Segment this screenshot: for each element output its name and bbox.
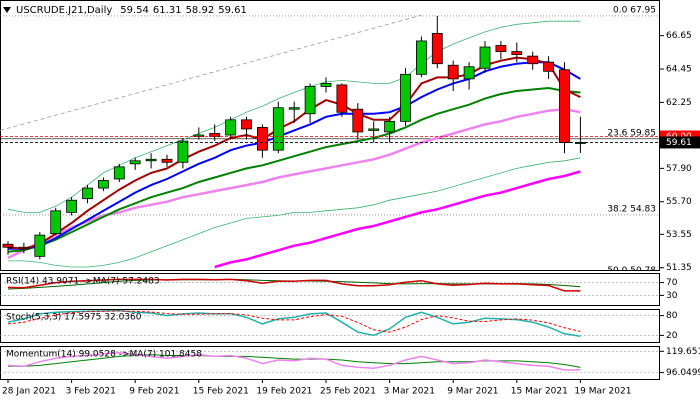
candle-body [352,108,364,133]
stoch-plot [0,309,660,337]
candle-body [543,61,554,72]
candle-body [320,83,332,87]
y-tick-label: 20 [666,331,678,341]
fib-label: 38.2 54.83 [607,204,656,214]
candle-body [368,128,380,131]
x-tick-label: 3 Feb 2021 [66,387,116,397]
series-line [8,157,581,268]
main-plot: 0.0 67.95 23.6 59.85 38.2 54.83 50.0 50.78 [0,5,660,276]
open: 59.54 [120,5,149,16]
x-tick-label: 9 Mar 2021 [447,387,498,397]
candle-body [82,187,93,200]
candle-body [177,140,189,163]
y-tick-label: 80 [666,311,678,321]
rsi-frame [0,273,660,306]
symbol: USCRUDE.J21,Daily [16,5,112,16]
candle-body [288,107,300,110]
y-tick-label: 119.651 [666,347,700,357]
series-line [7,278,581,292]
close: 59.61 [218,5,247,16]
header: USCRUDE.J21,Daily 59.54 61.31 58.92 59.61 [16,5,247,16]
series-line [7,86,581,253]
candle-body [2,243,14,248]
candle-body [495,45,507,52]
trendline [0,14,422,131]
candle-body [225,119,237,136]
indicator-label: Stoch(5,3,3) 17.5975 32.0360 [6,313,142,323]
candle-body [18,246,30,250]
momentum-frame [0,346,660,380]
rsi-plot [0,278,660,296]
y-tick-label: 66.65 [666,31,692,41]
x-tick-label: 15 Feb 2021 [193,387,249,397]
candle-body [161,158,173,163]
candle-body [559,69,570,143]
candle-body [384,120,396,133]
x-tick-label: 19 Feb 2021 [256,387,312,397]
price-box [660,136,700,149]
y-tick-label: 57.90 [666,164,692,174]
candle-body [463,66,475,80]
candle-body [304,86,316,115]
series-line [7,352,581,371]
candle-body [50,210,62,234]
x-tick-label: 9 Feb 2021 [129,387,179,397]
candle-body [34,234,46,257]
series-line [214,170,581,269]
x-tick-label: 28 Jan 2021 [2,387,56,397]
y-tick-label: 62.25 [666,98,692,108]
indicator-label: Momentum(14) 99.0528 ->MA(7) 101.8458 [6,350,202,360]
x-tick-label: 19 Mar 2021 [574,387,631,397]
candle-body [98,180,109,189]
low: 58.92 [186,5,215,16]
series-line [7,107,581,260]
candle-body [129,160,141,165]
y-tick-label: 55.70 [666,197,692,207]
candle-body [145,158,157,162]
fib-label: 50.0 50.78 [607,266,656,276]
candle-body [527,55,539,65]
main-frame [0,0,660,271]
y-tick-label: 30 [666,291,678,301]
candle-body [193,134,205,137]
candle-body [479,46,491,69]
indicator-label: RSI(14) 43.9071 ->MA(7) 57.2483 [6,277,160,287]
y-tick-label: 64.45 [666,65,692,75]
candle-body [256,127,268,151]
y-tick-label: 51.35 [666,263,692,273]
series-line [7,20,581,213]
y-tick-label: 96.0499 [666,368,700,378]
candle-body [209,133,221,137]
candle-body [336,84,348,113]
candle-body [66,199,77,213]
menu-arrow[interactable] [3,7,11,13]
series-line [8,354,581,368]
y-tick-label: 53.55 [666,230,692,240]
stoch-frame [0,309,660,343]
candle-body [415,40,427,75]
candle-body [447,64,459,80]
candle-body [511,51,523,56]
candle-body [400,73,411,122]
fib-label: 0.0 67.95 [613,5,656,15]
candle-body [431,32,443,65]
series-line [7,310,581,333]
fib-label: 23.6 59.85 [607,128,656,138]
candle-body [241,119,252,130]
candle-body [272,107,284,151]
price-label: 59.61 [666,138,692,148]
x-tick-label: 3 Mar 2021 [384,387,435,397]
momentum-plot [0,350,660,373]
x-tick-label: 25 Feb 2021 [320,387,376,397]
y-tick-label: 70 [666,278,678,288]
high: 61.31 [153,5,182,16]
candle-body [113,166,125,180]
x-tick-label: 15 Mar 2021 [511,387,568,397]
